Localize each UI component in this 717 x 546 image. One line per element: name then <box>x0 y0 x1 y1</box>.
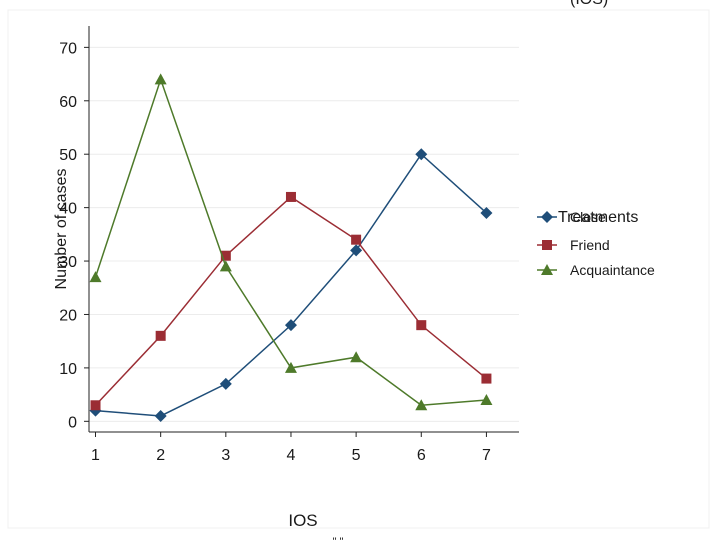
series-close <box>89 148 493 422</box>
legend-title: Treatments <box>558 209 638 226</box>
legend-marker <box>542 240 552 250</box>
data-point <box>155 330 166 341</box>
legend-item-friend: Friend <box>537 237 610 253</box>
data-point <box>219 260 232 272</box>
y-axis-label: Number of cases <box>53 169 70 290</box>
data-point <box>480 206 493 219</box>
y-tick-label: 20 <box>59 307 77 324</box>
data-point <box>415 148 428 161</box>
footer-mark: " " <box>333 536 344 541</box>
data-point <box>415 399 428 411</box>
data-point <box>90 400 101 411</box>
data-point <box>89 271 102 283</box>
data-point <box>416 320 427 331</box>
data-point <box>219 377 232 390</box>
data-point <box>284 361 297 373</box>
series-layer <box>89 73 493 422</box>
data-point <box>481 373 492 384</box>
legend-item-close: Close <box>537 209 606 225</box>
data-point <box>154 73 167 85</box>
x-tick-label: 2 <box>156 447 165 464</box>
data-point <box>220 250 231 261</box>
chart-title: (IOS) <box>570 0 608 8</box>
y-ticks: 0 10 20 30 40 50 60 70 <box>59 40 89 431</box>
data-point <box>284 319 297 332</box>
data-point <box>480 393 493 405</box>
x-tick-label: 7 <box>482 447 491 464</box>
plot-region-border <box>7 9 710 529</box>
data-point <box>350 351 363 363</box>
y-tick-label: 50 <box>59 147 77 164</box>
gridlines <box>89 46 519 422</box>
data-point <box>154 409 167 422</box>
series-friend <box>90 191 492 411</box>
data-point <box>350 244 363 257</box>
x-tick-label: 6 <box>417 447 426 464</box>
y-tick-label: 40 <box>59 201 77 218</box>
x-tick-label: 1 <box>91 447 100 464</box>
legend: Treatments Close Friend Acquaintance <box>537 209 655 278</box>
legend-marker <box>541 211 553 223</box>
y-tick-label: 0 <box>68 414 77 431</box>
legend-label: Friend <box>570 237 610 253</box>
legend-label: Acquaintance <box>570 262 655 278</box>
data-point <box>285 191 296 202</box>
x-axis-label: IOS <box>288 511 317 530</box>
x-tick-label: 4 <box>287 447 296 464</box>
y-tick-label: 70 <box>59 40 77 57</box>
legend-marker <box>541 264 553 275</box>
y-tick-label: 10 <box>59 361 77 378</box>
data-point <box>351 234 362 245</box>
legend-label: Close <box>570 209 606 225</box>
x-ticks: 1 2 3 4 5 6 7 <box>91 432 491 464</box>
legend-item-acquaintance: Acquaintance <box>537 262 655 278</box>
series-acquaintance <box>89 73 493 411</box>
x-tick-label: 3 <box>221 447 230 464</box>
x-tick-label: 5 <box>352 447 361 464</box>
y-tick-label: 30 <box>59 254 77 271</box>
y-tick-label: 60 <box>59 94 77 111</box>
